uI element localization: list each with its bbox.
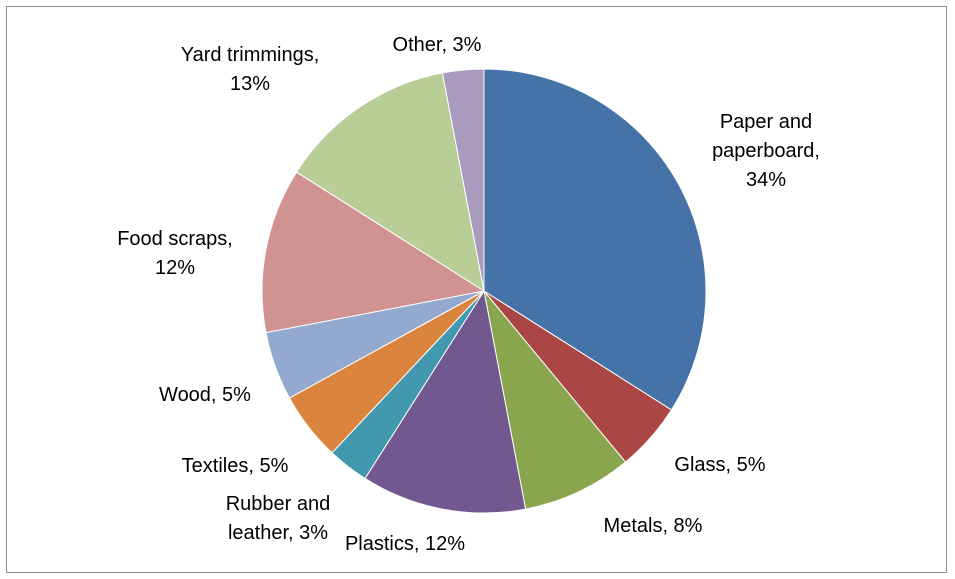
pie-slice-plastics <box>364 289 527 514</box>
data-label-wood: Wood, 5% <box>159 384 251 406</box>
pie-slice-metals <box>483 290 627 510</box>
data-label-other: Other, 3% <box>393 34 482 56</box>
pie-slice-other <box>441 68 485 292</box>
data-label-glass: Glass, 5% <box>674 454 765 476</box>
data-label-food-scraps: Food scraps, 12% <box>117 228 233 279</box>
pie-slice-paper-and-paperboard <box>483 68 707 411</box>
data-label-rubber-and-leather: Rubber and leather, 3% <box>226 493 331 544</box>
pie-slice-food-scraps <box>261 171 486 334</box>
data-label-yard-trimmings: Yard trimmings, 13% <box>181 44 320 95</box>
pie-slice-yard-trimmings <box>295 72 485 293</box>
data-label-textiles: Textiles, 5% <box>182 455 289 477</box>
data-label-plastics: Plastics, 12% <box>345 533 465 555</box>
data-label-metals: Metals, 8% <box>604 515 703 537</box>
data-label-paper-and-paperboard: Paper and paperboard, 34% <box>712 111 820 191</box>
